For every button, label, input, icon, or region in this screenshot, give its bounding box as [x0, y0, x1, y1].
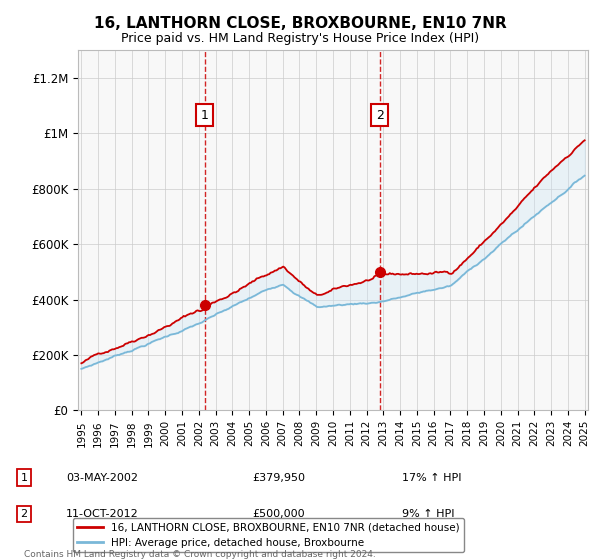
Legend: 16, LANTHORN CLOSE, BROXBOURNE, EN10 7NR (detached house), HPI: Average price, d: 16, LANTHORN CLOSE, BROXBOURNE, EN10 7NR…: [73, 519, 464, 552]
Text: Contains HM Land Registry data © Crown copyright and database right 2024.
This d: Contains HM Land Registry data © Crown c…: [24, 550, 376, 560]
Text: 11-OCT-2012: 11-OCT-2012: [66, 509, 139, 519]
Text: 1: 1: [20, 473, 28, 483]
Text: 9% ↑ HPI: 9% ↑ HPI: [402, 509, 455, 519]
Text: £379,950: £379,950: [252, 473, 305, 483]
Text: Price paid vs. HM Land Registry's House Price Index (HPI): Price paid vs. HM Land Registry's House …: [121, 32, 479, 45]
Text: 03-MAY-2002: 03-MAY-2002: [66, 473, 138, 483]
Text: 17% ↑ HPI: 17% ↑ HPI: [402, 473, 461, 483]
Text: 2: 2: [376, 109, 383, 122]
Text: 1: 1: [201, 109, 209, 122]
Text: £500,000: £500,000: [252, 509, 305, 519]
Text: 16, LANTHORN CLOSE, BROXBOURNE, EN10 7NR: 16, LANTHORN CLOSE, BROXBOURNE, EN10 7NR: [94, 16, 506, 31]
Text: 2: 2: [20, 509, 28, 519]
